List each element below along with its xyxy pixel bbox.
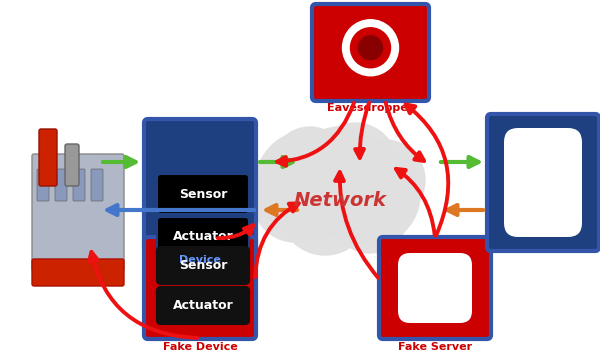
FancyBboxPatch shape: [379, 237, 491, 339]
Circle shape: [272, 127, 348, 203]
Circle shape: [255, 130, 365, 240]
FancyBboxPatch shape: [65, 144, 79, 186]
Circle shape: [359, 36, 383, 60]
Text: Network: Network: [293, 191, 386, 210]
Circle shape: [280, 165, 370, 255]
FancyBboxPatch shape: [55, 169, 67, 201]
FancyBboxPatch shape: [144, 119, 256, 251]
Circle shape: [350, 28, 391, 68]
FancyBboxPatch shape: [157, 174, 249, 214]
FancyBboxPatch shape: [73, 169, 85, 201]
Text: Eavesdropper: Eavesdropper: [327, 103, 413, 113]
FancyBboxPatch shape: [91, 169, 103, 201]
FancyBboxPatch shape: [32, 154, 124, 271]
FancyBboxPatch shape: [157, 247, 249, 284]
FancyBboxPatch shape: [312, 4, 429, 101]
Text: Fake Server: Fake Server: [398, 342, 472, 352]
FancyBboxPatch shape: [144, 237, 256, 339]
Text: Actuator: Actuator: [173, 230, 233, 243]
Circle shape: [332, 177, 408, 253]
FancyBboxPatch shape: [32, 259, 124, 286]
FancyBboxPatch shape: [487, 114, 599, 251]
Circle shape: [292, 127, 388, 223]
Circle shape: [253, 158, 337, 242]
Text: Actuator: Actuator: [173, 299, 233, 312]
FancyBboxPatch shape: [398, 253, 472, 323]
FancyBboxPatch shape: [157, 217, 249, 257]
Text: Sensor: Sensor: [179, 187, 227, 200]
FancyBboxPatch shape: [37, 169, 49, 201]
Text: Fake Device: Fake Device: [163, 342, 238, 352]
Circle shape: [320, 145, 420, 245]
Circle shape: [343, 20, 398, 76]
Text: Sensor: Sensor: [179, 259, 227, 272]
Text: Device: Device: [179, 255, 221, 265]
FancyBboxPatch shape: [157, 287, 249, 324]
Circle shape: [313, 123, 397, 207]
FancyBboxPatch shape: [39, 129, 57, 186]
Circle shape: [345, 140, 425, 220]
FancyBboxPatch shape: [504, 128, 582, 237]
